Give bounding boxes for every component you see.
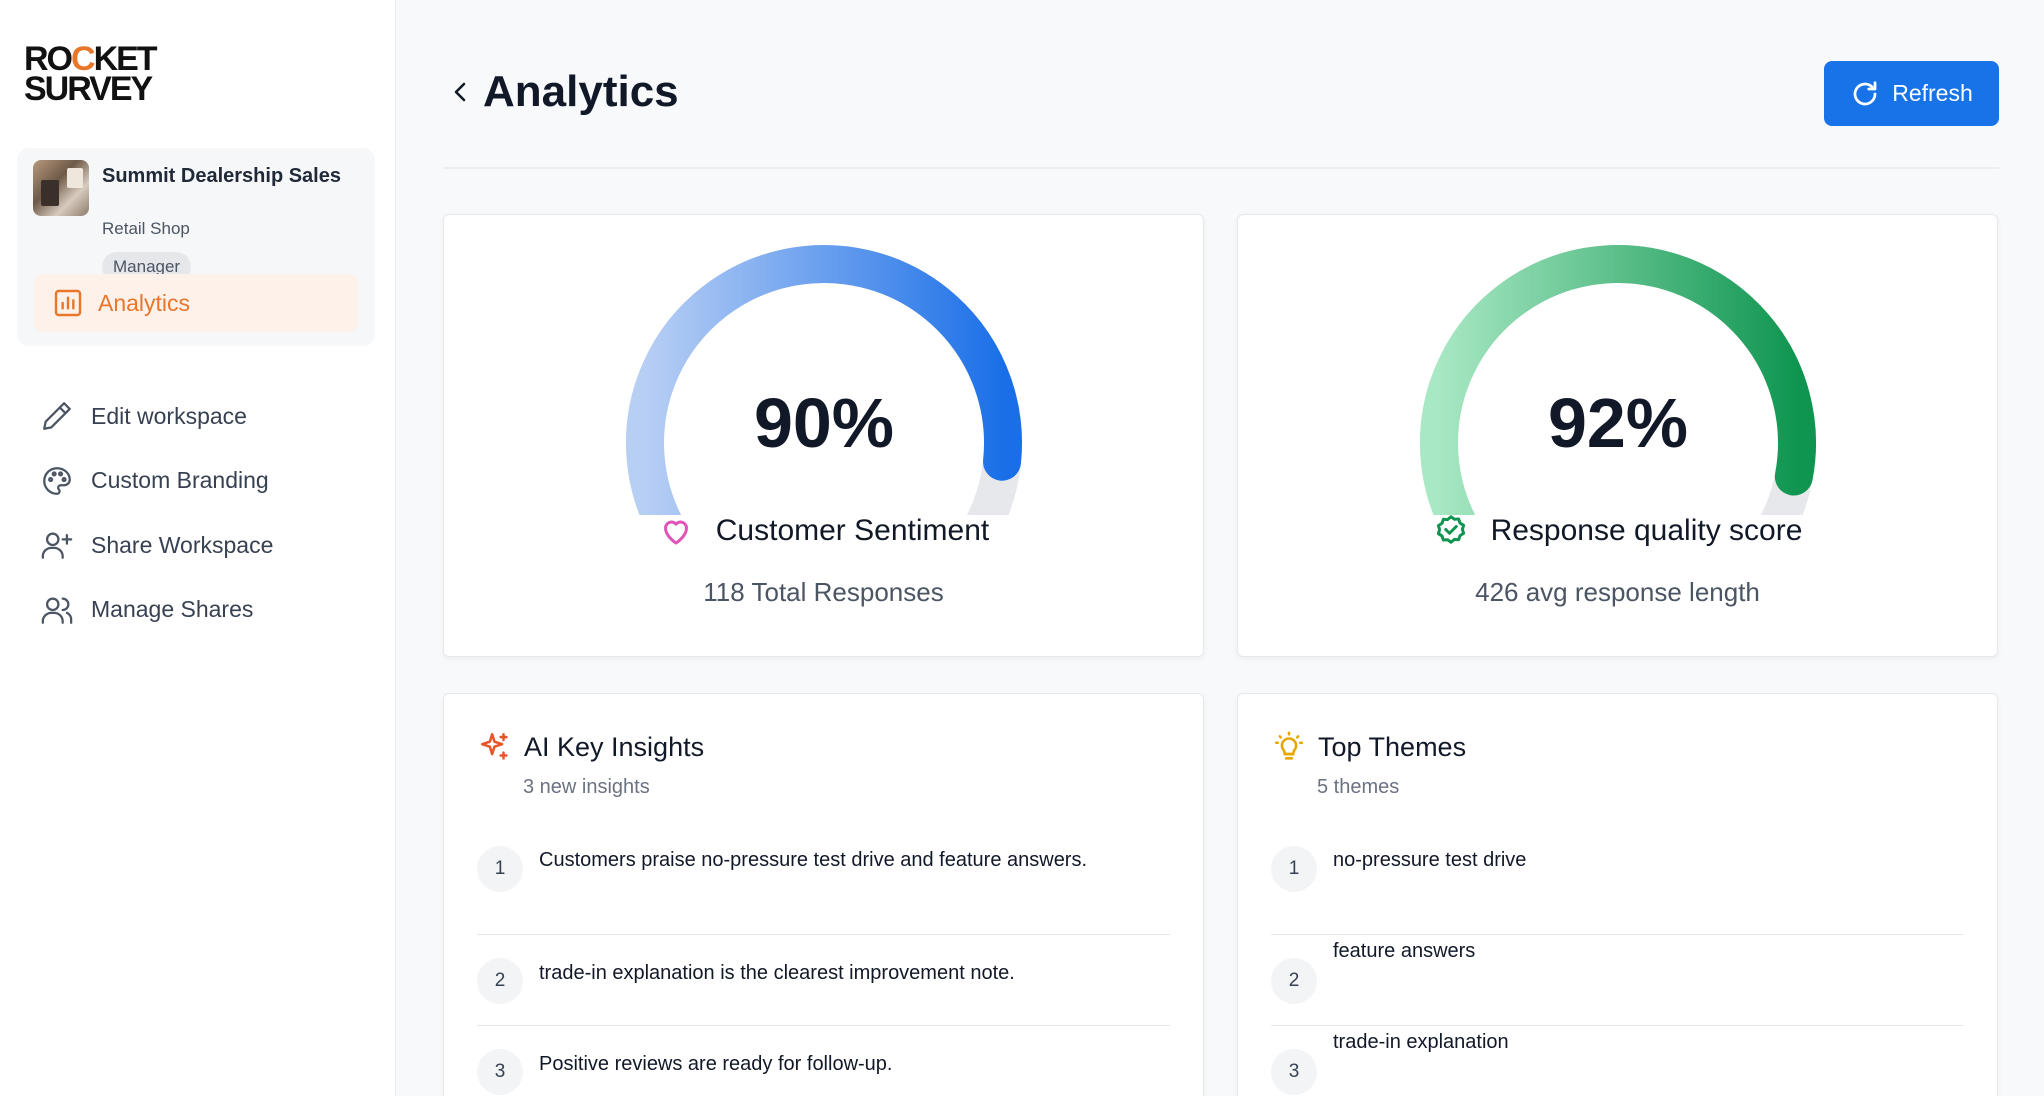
top-themes-card: Top Themes 5 themes 1 no-pressure test d… xyxy=(1237,693,1998,1096)
heart-icon xyxy=(663,520,688,545)
users-icon xyxy=(41,597,73,624)
gauge-subtitle: 118 Total Responses xyxy=(703,577,944,607)
sidebar-item-label: Manage Shares xyxy=(91,596,254,622)
rocket-survey-logo[interactable]: ROCKET SURVEY xyxy=(24,40,158,108)
bar-chart-icon xyxy=(54,289,82,317)
gauge-title: Customer Sentiment xyxy=(715,514,990,547)
gauge-value: 90% xyxy=(754,384,894,462)
quality-gauge: 92% xyxy=(1420,245,1816,515)
sidebar-item-custom-branding[interactable]: Custom Branding xyxy=(40,461,273,501)
item-text: feature answers xyxy=(1333,940,1476,962)
item-text: Customers praise no-pressure test drive … xyxy=(539,849,1088,871)
sidebar-item-label: Edit workspace xyxy=(91,402,247,429)
page-title: Analytics xyxy=(483,67,679,116)
header-divider xyxy=(443,167,1999,169)
sidebar-item-label: Share Workspace xyxy=(91,531,274,558)
list-item: 1 no-pressure test drive xyxy=(1271,844,1964,935)
item-number: 2 xyxy=(1271,958,1317,1004)
back-chevron-icon[interactable] xyxy=(449,78,471,106)
refresh-icon xyxy=(1853,80,1877,105)
sentiment-gauge: 90% xyxy=(626,245,1022,515)
gauge-fill xyxy=(1420,245,1816,515)
item-text: Positive reviews are ready for follow-up… xyxy=(539,1053,893,1075)
sidebar-item-share-workspace[interactable]: Share Workspace xyxy=(40,525,273,565)
themes-list: 1 no-pressure test drive 2 feature answe… xyxy=(1271,844,1964,1096)
list-item: 3 Positive reviews are ready for follow-… xyxy=(477,1026,1170,1096)
sidebar-item-label: Custom Branding xyxy=(91,467,269,493)
item-text: trade-in explanation xyxy=(1333,1031,1509,1053)
gauge-title: Response quality score xyxy=(1490,514,1803,547)
sidebar-item-edit-workspace[interactable]: Edit workspace xyxy=(40,396,273,436)
item-text: no-pressure test drive xyxy=(1333,849,1527,871)
list-item: 2 trade-in explanation is the clearest i… xyxy=(477,935,1170,1026)
sidebar-item-analytics[interactable]: Analytics xyxy=(34,274,358,332)
gauge-fill xyxy=(626,245,1022,515)
sidebar: ROCKET SURVEY Summit Dealership Sales Re… xyxy=(0,0,396,1096)
item-number: 1 xyxy=(477,846,523,892)
response-quality-card: 92% Response quality score 426 avg respo… xyxy=(1237,214,1998,657)
insights-list: 1 Customers praise no-pressure test driv… xyxy=(477,844,1170,1096)
card-title: AI Key Insights xyxy=(524,731,705,762)
sidebar-item-label: Analytics xyxy=(98,289,191,316)
lightbulb-icon xyxy=(1274,731,1304,760)
gauge-subtitle: 426 avg response length xyxy=(1475,577,1760,607)
sidebar-item-manage-shares[interactable]: Manage Shares xyxy=(40,590,273,630)
workspace-name: Summit Dealership Sales xyxy=(102,165,341,187)
item-text: trade-in explanation is the clearest imp… xyxy=(539,962,1015,984)
palette-icon xyxy=(43,466,71,495)
item-number: 1 xyxy=(1271,846,1317,892)
sidebar-nav: Edit workspace Custom Branding Share Wor… xyxy=(40,396,273,654)
ai-key-insights-card: AI Key Insights 3 new insights 1 Custome… xyxy=(443,693,1204,1096)
item-number: 3 xyxy=(477,1049,523,1095)
item-number: 3 xyxy=(1271,1049,1317,1095)
pencil-icon xyxy=(43,402,71,430)
card-subtitle: 3 new insights xyxy=(523,776,650,798)
customer-sentiment-card: 90% Customer Sentiment 118 Total Respons… xyxy=(443,214,1204,657)
sparkles-icon xyxy=(480,732,508,760)
list-item: 2 feature answers xyxy=(1271,935,1964,1026)
item-number: 2 xyxy=(477,958,523,1004)
list-item: 1 Customers praise no-pressure test driv… xyxy=(477,844,1170,935)
workspace-card: Summit Dealership Sales Retail Shop Mana… xyxy=(17,148,375,346)
workspace-thumbnail xyxy=(33,160,89,216)
user-plus-icon xyxy=(41,532,73,559)
card-subtitle: 5 themes xyxy=(1317,776,1400,798)
badge-check-icon xyxy=(1436,515,1465,544)
refresh-button[interactable]: Refresh xyxy=(1824,61,1999,126)
gauge-value: 92% xyxy=(1548,384,1688,462)
card-title: Top Themes xyxy=(1318,731,1467,762)
workspace-type: Retail Shop xyxy=(102,219,190,238)
list-item: 3 trade-in explanation xyxy=(1271,1026,1964,1096)
refresh-label: Refresh xyxy=(1892,80,1973,106)
